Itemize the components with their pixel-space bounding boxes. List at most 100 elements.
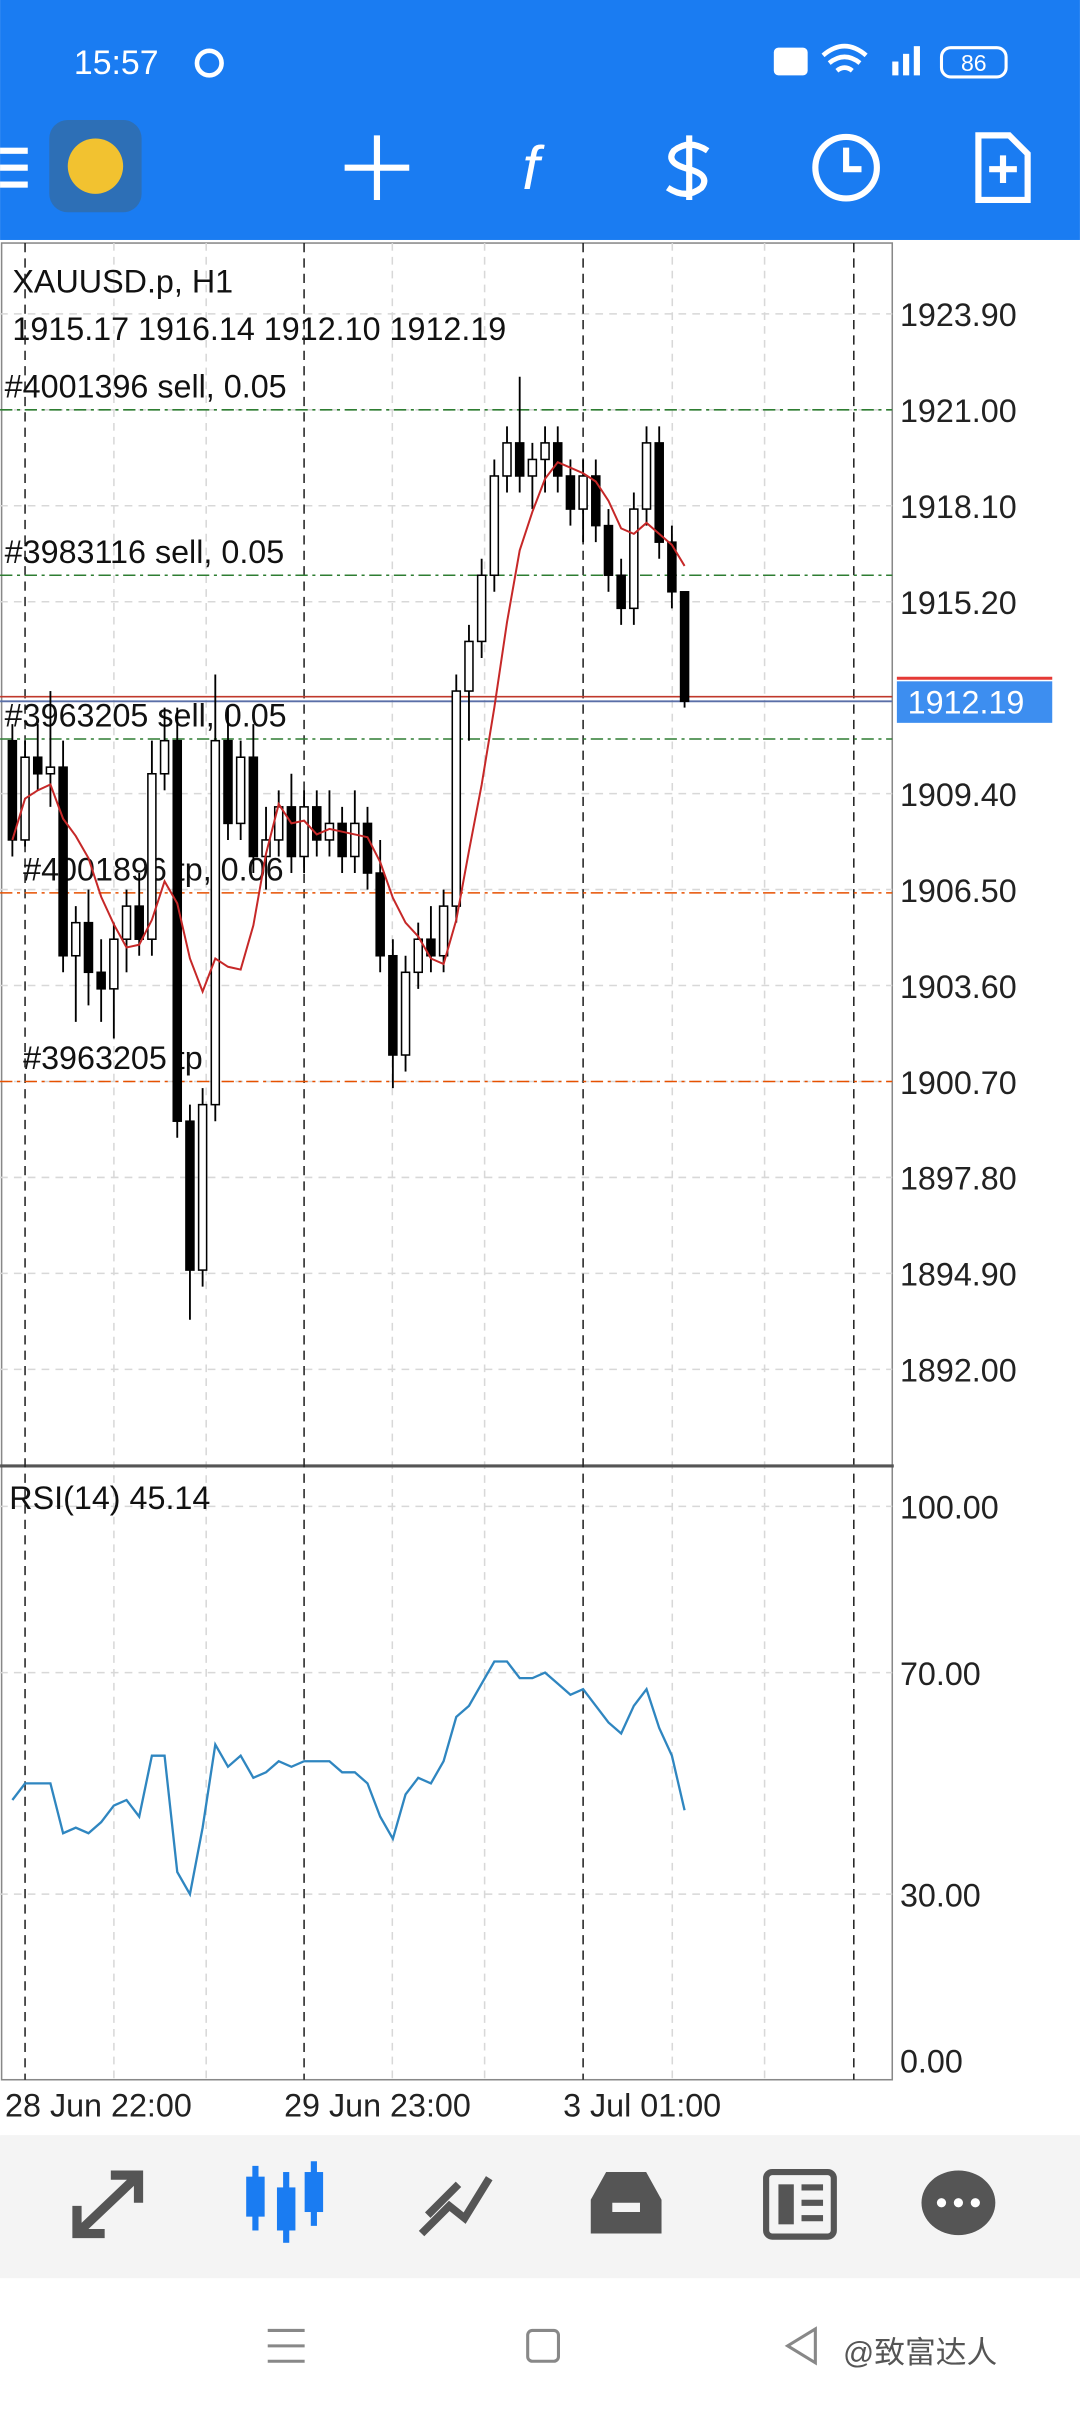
new-order-button[interactable] [975,132,1031,204]
signal-icon [892,61,899,76]
wifi-icon [821,43,868,73]
vertical-grid [113,243,766,2080]
top-bar [0,0,1080,240]
y-tick-label: 100.00 [900,1490,999,1526]
candle-body [641,442,652,510]
candle-body [185,1120,195,1271]
chat-tab[interactable] [921,2170,996,2236]
y-tick-label: 1921.00 [900,393,1017,429]
price-badge-label: 1912.19 [908,685,1025,721]
y-tick-label: 1894.90 [900,1257,1017,1293]
y-tick-label: 1900.70 [900,1065,1017,1101]
bottom-nav [0,2135,1080,2279]
candle-body [565,475,576,510]
candle-body [172,739,183,1122]
timeframe-button[interactable] [812,133,880,202]
trade-button[interactable] [665,135,710,200]
candle-body [362,822,373,874]
x-tick-label: 28 Jun 22:00 [5,2088,192,2124]
candle-body [109,938,119,990]
clock: 15:57 [74,44,159,82]
candle-body [667,541,677,593]
watermark: @致富达人 [843,2335,997,2370]
candle-body [7,739,18,841]
order-label: #3983116 sell, 0.05 [5,534,285,570]
candle-body [350,822,360,858]
candle-body [159,739,170,775]
candle-body [679,591,690,703]
trade-tab[interactable] [418,2176,493,2237]
y-tick-label: 30.00 [900,1877,981,1913]
candle-body [235,756,246,825]
quotes-tab[interactable] [72,2170,144,2239]
battery-level: 86 [961,50,987,76]
candle-body [616,574,626,610]
candle-body [134,905,144,940]
menu-button[interactable] [0,147,28,188]
candle-body [83,921,94,974]
indicator-title: RSI(14) 45.14 [9,1480,210,1516]
y-tick-label: 70.00 [900,1656,981,1692]
candle-body [591,475,601,527]
candle-body [248,756,259,858]
candle-body [71,921,81,957]
candle-body [147,773,157,940]
candle-body [489,475,500,577]
news-tab[interactable] [763,2168,837,2240]
y-tick-label: 1915.20 [900,585,1017,621]
candle-body [311,806,322,841]
candle-body [451,690,462,907]
chart-tab[interactable] [246,2161,324,2243]
chart-frame [0,242,894,2081]
candle-body [210,739,221,1106]
battery-icon [939,46,1008,79]
candle-body [578,475,588,510]
chart-title: XAUUSD.p, H1 [12,263,233,299]
y-tick-label: 1903.60 [900,969,1017,1005]
status-icon [194,48,224,78]
candle-body [502,442,512,477]
candle-body [527,458,538,477]
order-label: #4001396 sell, 0.05 [5,369,287,405]
moving-average [11,460,686,995]
sys-home-button[interactable] [526,2328,560,2363]
hd-icon [773,47,808,76]
candle-body [337,822,347,858]
app-logo-mark [67,138,124,194]
signal-icon [913,46,920,76]
candle-body [388,954,398,1056]
candle-body [286,806,297,858]
candle-body [540,442,550,461]
candle-body [654,442,664,543]
y-tick-label: 1923.90 [900,297,1017,333]
price-badge [896,681,1053,723]
candle-body [426,938,436,957]
candle-body [514,442,525,477]
candle-body [96,971,106,990]
candle-body [476,574,487,643]
candle-body [552,442,563,477]
y-tick-label: 0.00 [900,2044,963,2080]
y-tick-label: 1918.10 [900,489,1017,525]
candle-body [375,872,385,957]
candle-body [45,766,56,775]
y-tick-label: 1897.80 [900,1161,1017,1197]
candle-body [413,938,423,974]
candle-body [629,508,639,610]
ohlc-readout: 1915.17 1916.14 1912.10 1912.19 [12,311,506,347]
history-tab[interactable] [590,2172,662,2234]
candle-body [603,524,614,577]
y-tick-label: 1892.00 [900,1353,1017,1389]
sys-menu-button[interactable] [267,2328,305,2363]
y-tick-label: 1906.50 [900,873,1017,909]
sys-back-button[interactable] [784,2326,817,2366]
y-tick-label: 1909.40 [900,777,1017,813]
rsi-line [11,1660,686,1898]
candle-body [400,971,411,1056]
x-tick-label: 3 Jul 01:00 [563,2088,721,2124]
crosshair-button[interactable] [344,135,410,200]
x-tick-label: 29 Jun 23:00 [284,2088,471,2124]
candle-body [58,766,68,957]
